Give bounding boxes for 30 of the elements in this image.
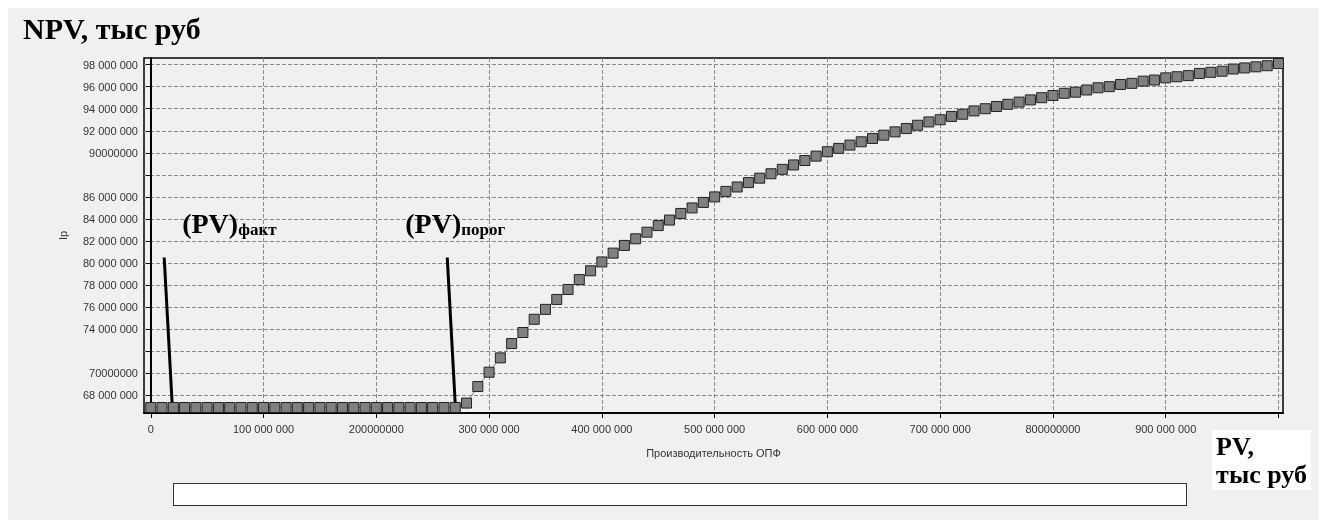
x-tick-label: 0: [147, 422, 154, 435]
x-tick-label: 300 000 000: [458, 422, 520, 435]
x-tick-label: 100 000 000: [232, 422, 295, 435]
annotation: (PV)факт: [182, 208, 278, 240]
y-tick-label: 98 000 000: [82, 58, 138, 71]
annotation: (PV)порог: [405, 208, 506, 240]
y-axis-title: Ip: [56, 230, 69, 241]
y-tick-label: 68 000 000: [82, 389, 138, 402]
chart-title: NPV, тыс руб: [23, 11, 201, 45]
y-tick-label: 90000000: [89, 146, 138, 159]
x-tick-label: 200000000: [348, 422, 404, 435]
y-tick-label: 86 000 000: [82, 190, 138, 203]
text: PV, тыс руб: [1216, 431, 1307, 489]
y-tick-label: 84 000 000: [82, 212, 138, 225]
y-tick-label: 74 000 000: [82, 323, 138, 336]
y-tick-label: 80 000 000: [82, 257, 138, 270]
x-tick-label: 600 000 000: [796, 422, 858, 435]
y-tick-label: 78 000 000: [82, 279, 138, 292]
y-tick-label: 70000000: [89, 367, 138, 380]
x-tick-label: 800000000: [1025, 422, 1081, 435]
y-tick-label: 92 000 000: [82, 124, 138, 137]
y-tick-label: 94 000 000: [82, 102, 138, 115]
y-tick-label: 76 000 000: [82, 301, 138, 314]
x-tick-label: 400 000 000: [571, 422, 633, 435]
y-tick-label: 96 000 000: [82, 80, 138, 93]
x-tick-label: 700 000 000: [909, 422, 971, 435]
y-tick-label: 82 000 000: [82, 235, 138, 248]
x-tick-label: 900 000 000: [1135, 422, 1197, 435]
x-tick-label: 500 000 000: [684, 422, 746, 435]
x-axis-title: Производительность ОПФ: [646, 446, 781, 459]
